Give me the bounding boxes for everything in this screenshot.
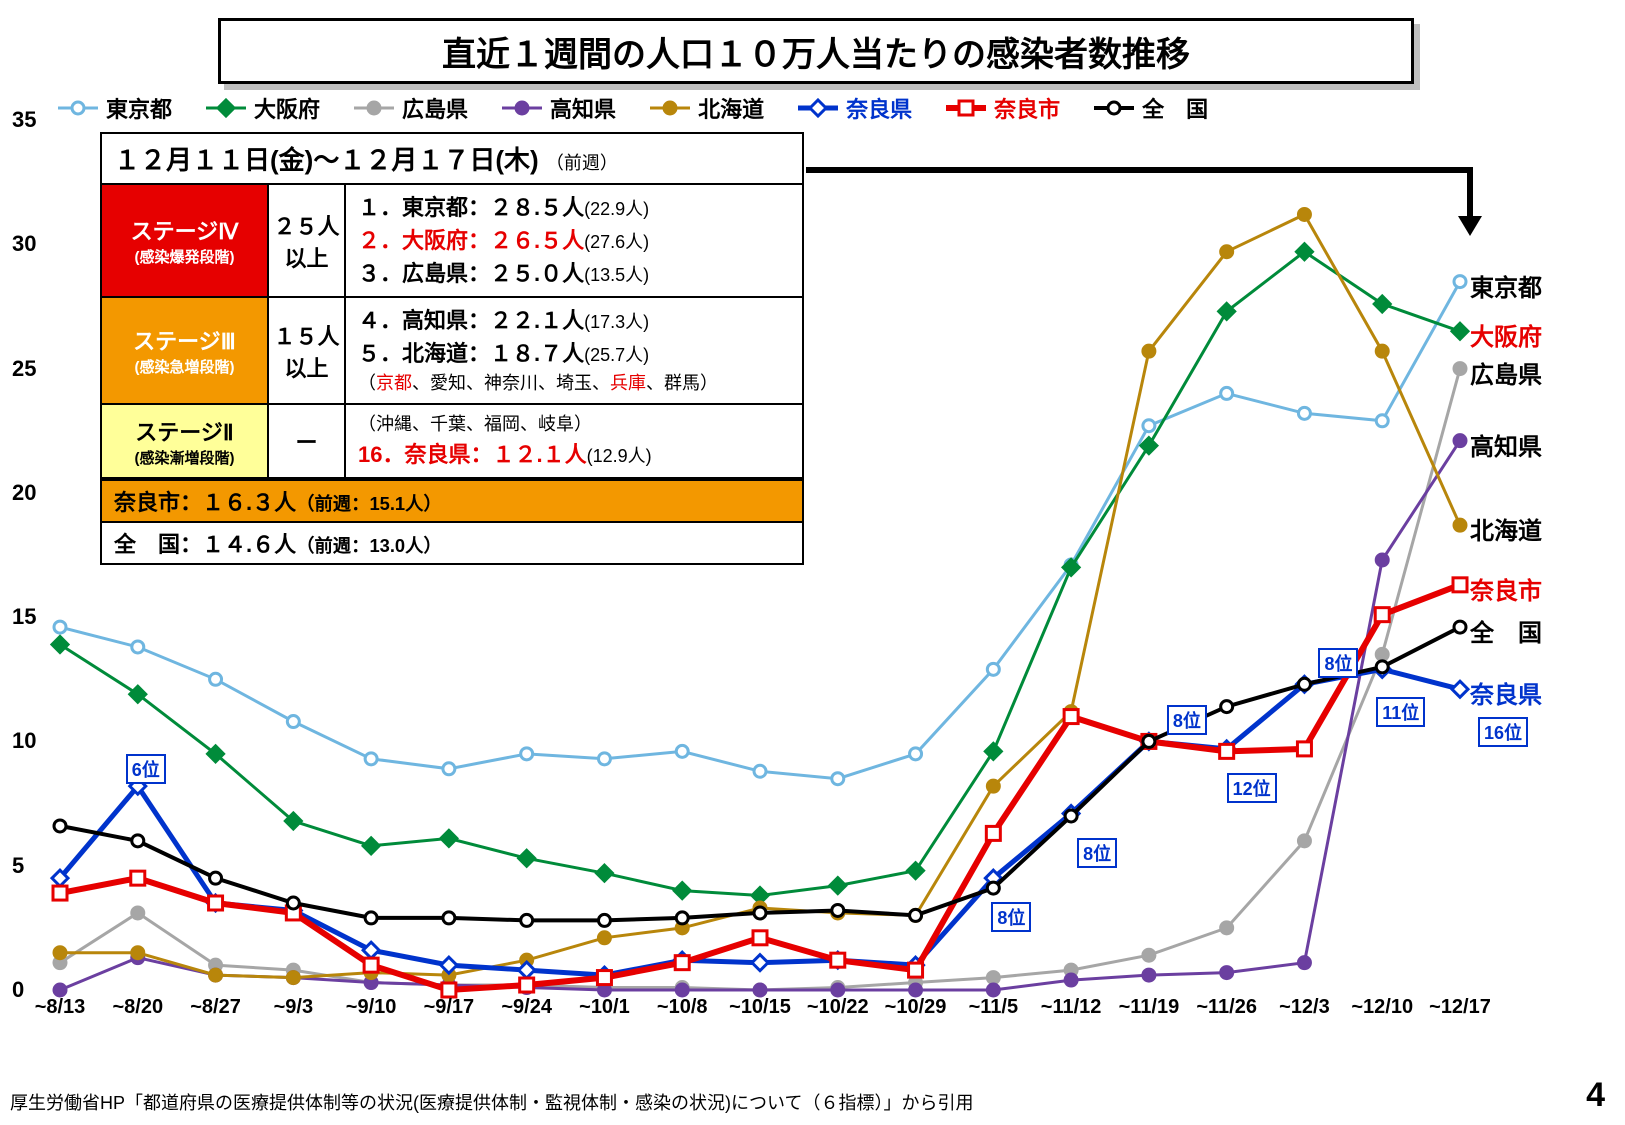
y-tick: 25 [12,356,36,382]
summary-bar: 奈良市：１６.３人（前週：15.1人） [102,479,802,521]
x-tick: ~11/19 [1119,996,1180,1019]
y-tick: 5 [12,853,24,879]
series-endlabel: 全 国 [1470,613,1542,648]
x-tick: ~9/24 [501,996,552,1019]
y-tick: 15 [12,604,36,630]
x-tick: ~8/27 [190,996,241,1019]
series-endlabel: 東京都 [1470,268,1542,303]
series-endlabel: 大阪府 [1470,317,1542,352]
stage-table: １２月１１日(金)～１２月１７日(木) （前週）ステージⅣ(感染爆発段階)２５人… [100,132,804,565]
x-tick: ~10/8 [657,996,708,1019]
x-tick: ~11/12 [1041,996,1102,1019]
x-tick: ~11/26 [1196,996,1257,1019]
x-tick: ~9/17 [424,996,475,1019]
x-tick: ~10/15 [729,996,791,1019]
x-tick: ~11/5 [969,996,1019,1019]
source-note: 厚生労働省HP「都道府県の医療提供体制等の状況(医療提供体制・監視体制・感染の状… [10,1089,973,1115]
series-endlabel: 広島県 [1470,355,1542,390]
x-tick: ~12/17 [1429,996,1491,1019]
rank-callout: 8位 [1077,838,1117,868]
x-tick: ~12/3 [1279,996,1330,1019]
rank-callout: 12位 [1227,773,1277,803]
x-tick: ~9/10 [346,996,397,1019]
y-tick: 35 [12,107,36,133]
summary-bar: 全 国：１４.６人（前週：13.0人） [102,521,802,563]
rank-callout: 8位 [1318,648,1358,678]
rank-callout: 16位 [1478,717,1528,747]
x-tick: ~10/22 [807,996,869,1019]
y-tick: 30 [12,231,36,257]
series-endlabel: 奈良県 [1470,675,1542,710]
x-tick: ~10/1 [579,996,630,1019]
y-tick: 10 [12,728,36,754]
series-endlabel: 北海道 [1470,511,1542,546]
chart-title: 直近１週間の人口１０万人当たりの感染者数推移 [218,18,1414,84]
x-tick: ~10/29 [885,996,947,1019]
rank-callout: 8位 [991,902,1031,932]
rank-callout: 11位 [1376,697,1425,727]
x-tick: ~9/3 [274,996,313,1019]
y-tick: 20 [12,480,36,506]
y-tick: 0 [12,977,24,1003]
series-endlabel: 高知県 [1470,427,1542,462]
x-tick: ~12/10 [1351,996,1413,1019]
rank-callout: 8位 [1167,705,1207,735]
x-tick: ~8/13 [35,996,86,1019]
rank-callout: 6位 [126,754,166,784]
series-endlabel: 奈良市 [1470,571,1542,606]
x-tick: ~8/20 [112,996,163,1019]
table-header: １２月１１日(金)～１２月１７日(木) （前週） [102,134,802,185]
page-number: 4 [1586,1076,1605,1115]
